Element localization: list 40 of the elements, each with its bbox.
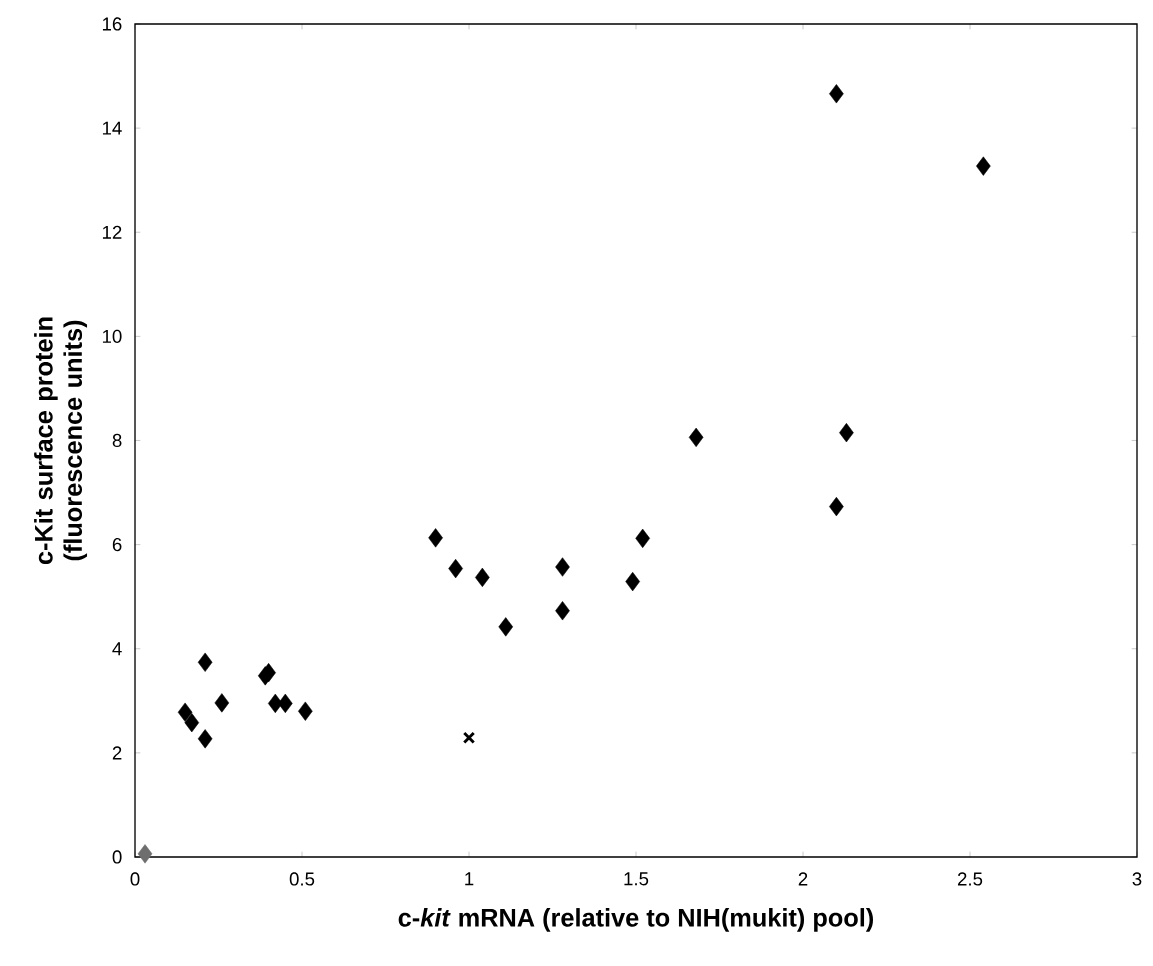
point <box>829 84 844 104</box>
point <box>298 701 313 721</box>
y-axis-title: c-Kit surface protein (fluorescence units) <box>34 317 88 565</box>
point <box>448 558 463 579</box>
point <box>428 528 443 548</box>
point <box>555 557 570 577</box>
y-tick-label: 14 <box>102 121 122 135</box>
x-tick-label: 0.5 <box>289 872 315 886</box>
point <box>197 652 213 672</box>
y-tick-label: 10 <box>102 329 122 343</box>
x-tick-label: 2 <box>798 872 808 886</box>
point <box>475 567 490 588</box>
y-tick-label: 12 <box>102 225 122 239</box>
point <box>688 427 704 447</box>
y-tick-label: 16 <box>102 17 122 31</box>
x-tick-label: 2.5 <box>957 872 983 886</box>
y-tick-label: 6 <box>112 537 122 552</box>
point <box>839 423 854 443</box>
y-tick-label: 8 <box>112 433 122 448</box>
point <box>177 702 193 722</box>
point <box>462 731 476 744</box>
point <box>197 729 213 749</box>
point <box>498 617 514 637</box>
x-tick-label: 0 <box>130 872 140 886</box>
point <box>829 497 844 517</box>
point <box>635 528 650 548</box>
point <box>137 844 153 864</box>
point <box>555 601 570 621</box>
x-tick-label: 1 <box>465 872 474 886</box>
x-tick-label: 1.5 <box>624 872 649 886</box>
x-axis-title: c-kit mRNA (relative to NIH(mukit) pool) <box>398 908 874 932</box>
point <box>278 693 293 714</box>
point <box>184 713 200 733</box>
y-tick-label: 2 <box>112 746 122 760</box>
y-tick-label: 0 <box>112 850 122 864</box>
point <box>976 156 991 176</box>
point <box>625 571 640 592</box>
x-tick-label: 3 <box>1132 872 1142 886</box>
y-tick-label: 4 <box>112 642 122 656</box>
point <box>214 693 230 713</box>
